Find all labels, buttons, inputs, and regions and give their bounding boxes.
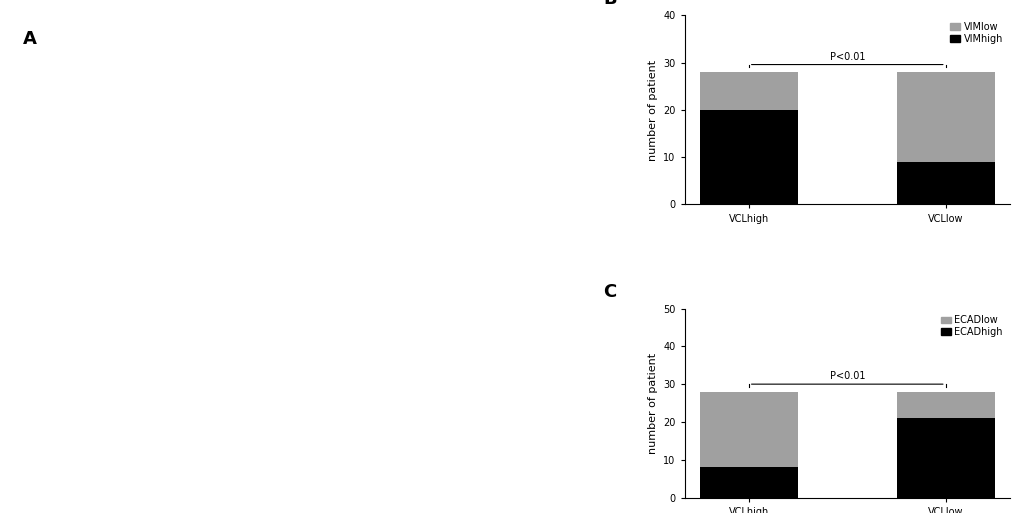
Text: P<0.01: P<0.01 xyxy=(828,52,864,62)
Bar xyxy=(699,392,797,467)
Y-axis label: number of patient: number of patient xyxy=(647,60,657,161)
Text: B: B xyxy=(603,0,616,8)
Bar xyxy=(699,72,797,110)
Legend: VIMlow, VIMhigh: VIMlow, VIMhigh xyxy=(947,20,1004,46)
Text: C: C xyxy=(603,283,616,302)
Bar xyxy=(699,467,797,498)
Bar xyxy=(699,110,797,205)
Text: P<0.01: P<0.01 xyxy=(828,371,864,381)
Bar xyxy=(896,72,995,162)
Bar xyxy=(896,162,995,205)
Text: A: A xyxy=(23,30,37,48)
Y-axis label: number of patient: number of patient xyxy=(647,352,657,453)
Bar xyxy=(896,418,995,498)
Legend: ECADlow, ECADhigh: ECADlow, ECADhigh xyxy=(938,313,1004,339)
Bar xyxy=(896,392,995,418)
